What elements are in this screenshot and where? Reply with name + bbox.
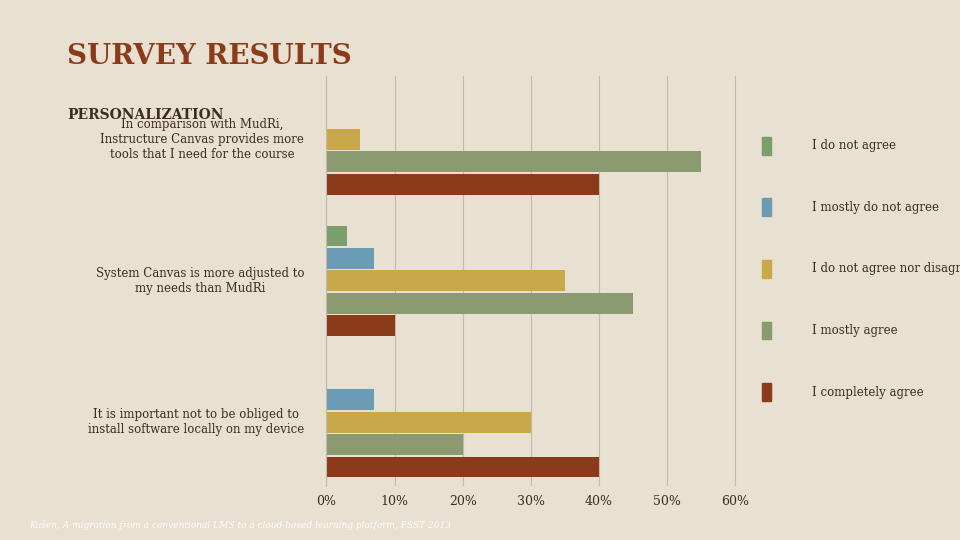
Bar bbox=[762, 383, 771, 401]
Bar bbox=[762, 137, 771, 155]
Bar bbox=[326, 174, 599, 194]
Text: I do not agree nor disagree: I do not agree nor disagree bbox=[812, 262, 960, 275]
Text: In comparison with MudRi,
Instructure Canvas provides more
tools that I need for: In comparison with MudRi, Instructure Ca… bbox=[100, 118, 304, 161]
Text: System Canvas is more adjusted to
my needs than MudRi: System Canvas is more adjusted to my nee… bbox=[96, 267, 304, 295]
Text: Kušen, A migration from a conventional LMS to a cloud-based learning platform, F: Kušen, A migration from a conventional L… bbox=[29, 521, 451, 530]
Bar bbox=[762, 322, 771, 340]
Text: It is important not to be obliged to
install software locally on my device: It is important not to be obliged to ins… bbox=[88, 408, 304, 436]
Bar bbox=[326, 152, 701, 172]
Text: I completely agree: I completely agree bbox=[812, 386, 924, 399]
Text: I do not agree: I do not agree bbox=[812, 139, 897, 152]
Text: I mostly agree: I mostly agree bbox=[812, 324, 898, 337]
Bar bbox=[326, 457, 599, 477]
Text: PERSONALIZATION: PERSONALIZATION bbox=[67, 108, 224, 122]
Bar bbox=[326, 315, 395, 336]
Bar bbox=[326, 271, 564, 291]
Bar bbox=[326, 389, 374, 410]
Bar bbox=[326, 248, 374, 269]
Bar bbox=[326, 412, 531, 433]
Bar bbox=[326, 293, 633, 314]
Text: SURVEY RESULTS: SURVEY RESULTS bbox=[67, 43, 351, 70]
Text: I mostly do not agree: I mostly do not agree bbox=[812, 201, 939, 214]
Bar bbox=[762, 199, 771, 217]
Bar bbox=[326, 434, 463, 455]
Bar bbox=[326, 226, 347, 246]
Bar bbox=[326, 129, 360, 150]
Bar bbox=[762, 260, 771, 278]
